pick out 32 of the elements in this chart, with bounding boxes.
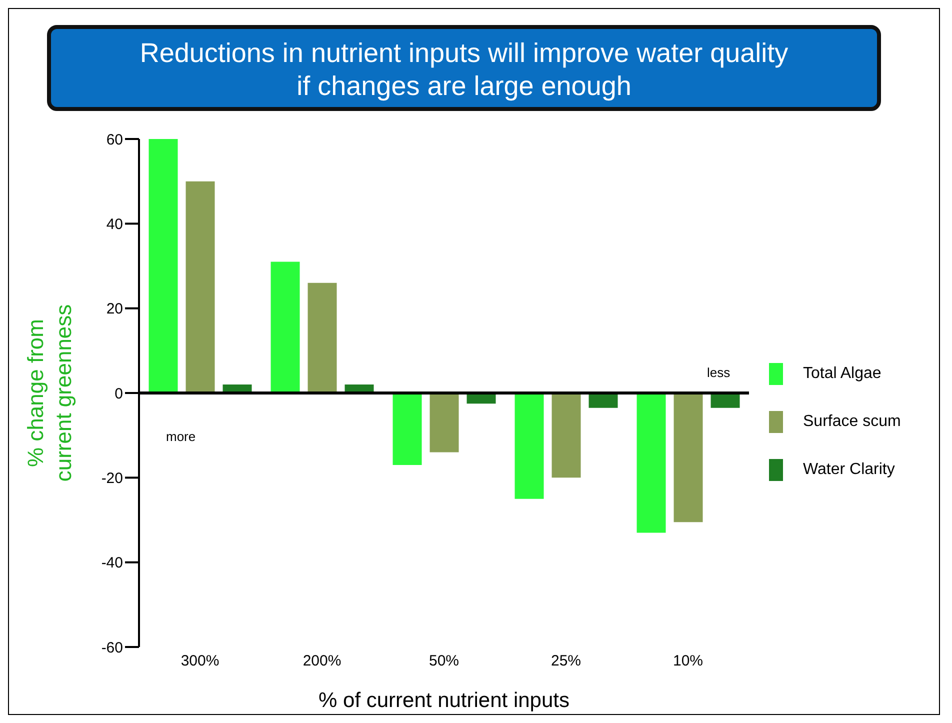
- annotation: less: [707, 365, 730, 380]
- bar: [588, 393, 618, 408]
- bar: [392, 393, 422, 465]
- bar: [270, 262, 300, 393]
- bar: [674, 393, 703, 522]
- legend-label: Total Algae: [803, 365, 882, 383]
- y-tick-label: 60: [106, 131, 123, 148]
- bar: [636, 393, 666, 533]
- annotation: more: [166, 429, 196, 444]
- legend-label: Surface scum: [803, 413, 901, 431]
- x-tick-label: 10%: [672, 652, 704, 670]
- bar: [710, 393, 740, 408]
- x-tick-label: 25%: [550, 652, 582, 670]
- bar: [308, 282, 337, 393]
- y-tick-label: -40: [101, 554, 123, 572]
- x-tick-label: 200%: [302, 652, 342, 670]
- bar: [148, 139, 178, 393]
- y-axis-title: % change from current greenness: [23, 304, 76, 482]
- bar: [552, 393, 581, 478]
- bar: [514, 393, 544, 499]
- x-tick-label: 300%: [180, 652, 220, 670]
- bar: [430, 393, 459, 452]
- bar: [186, 181, 215, 393]
- y-tick-label: -20: [101, 470, 123, 487]
- y-tick-label: 40: [106, 216, 123, 233]
- chart-title: Reductions in nutrient inputs will improve water quality if changes are large enough: [47, 25, 881, 111]
- y-tick-label: -60: [101, 639, 123, 656]
- y-tick-label: 0: [114, 385, 123, 402]
- x-tick-label: 50%: [428, 652, 460, 670]
- y-tick-label: 20: [106, 300, 123, 318]
- legend-label: Water Clarity: [803, 461, 895, 479]
- x-axis-title: % of current nutrient inputs: [318, 689, 570, 712]
